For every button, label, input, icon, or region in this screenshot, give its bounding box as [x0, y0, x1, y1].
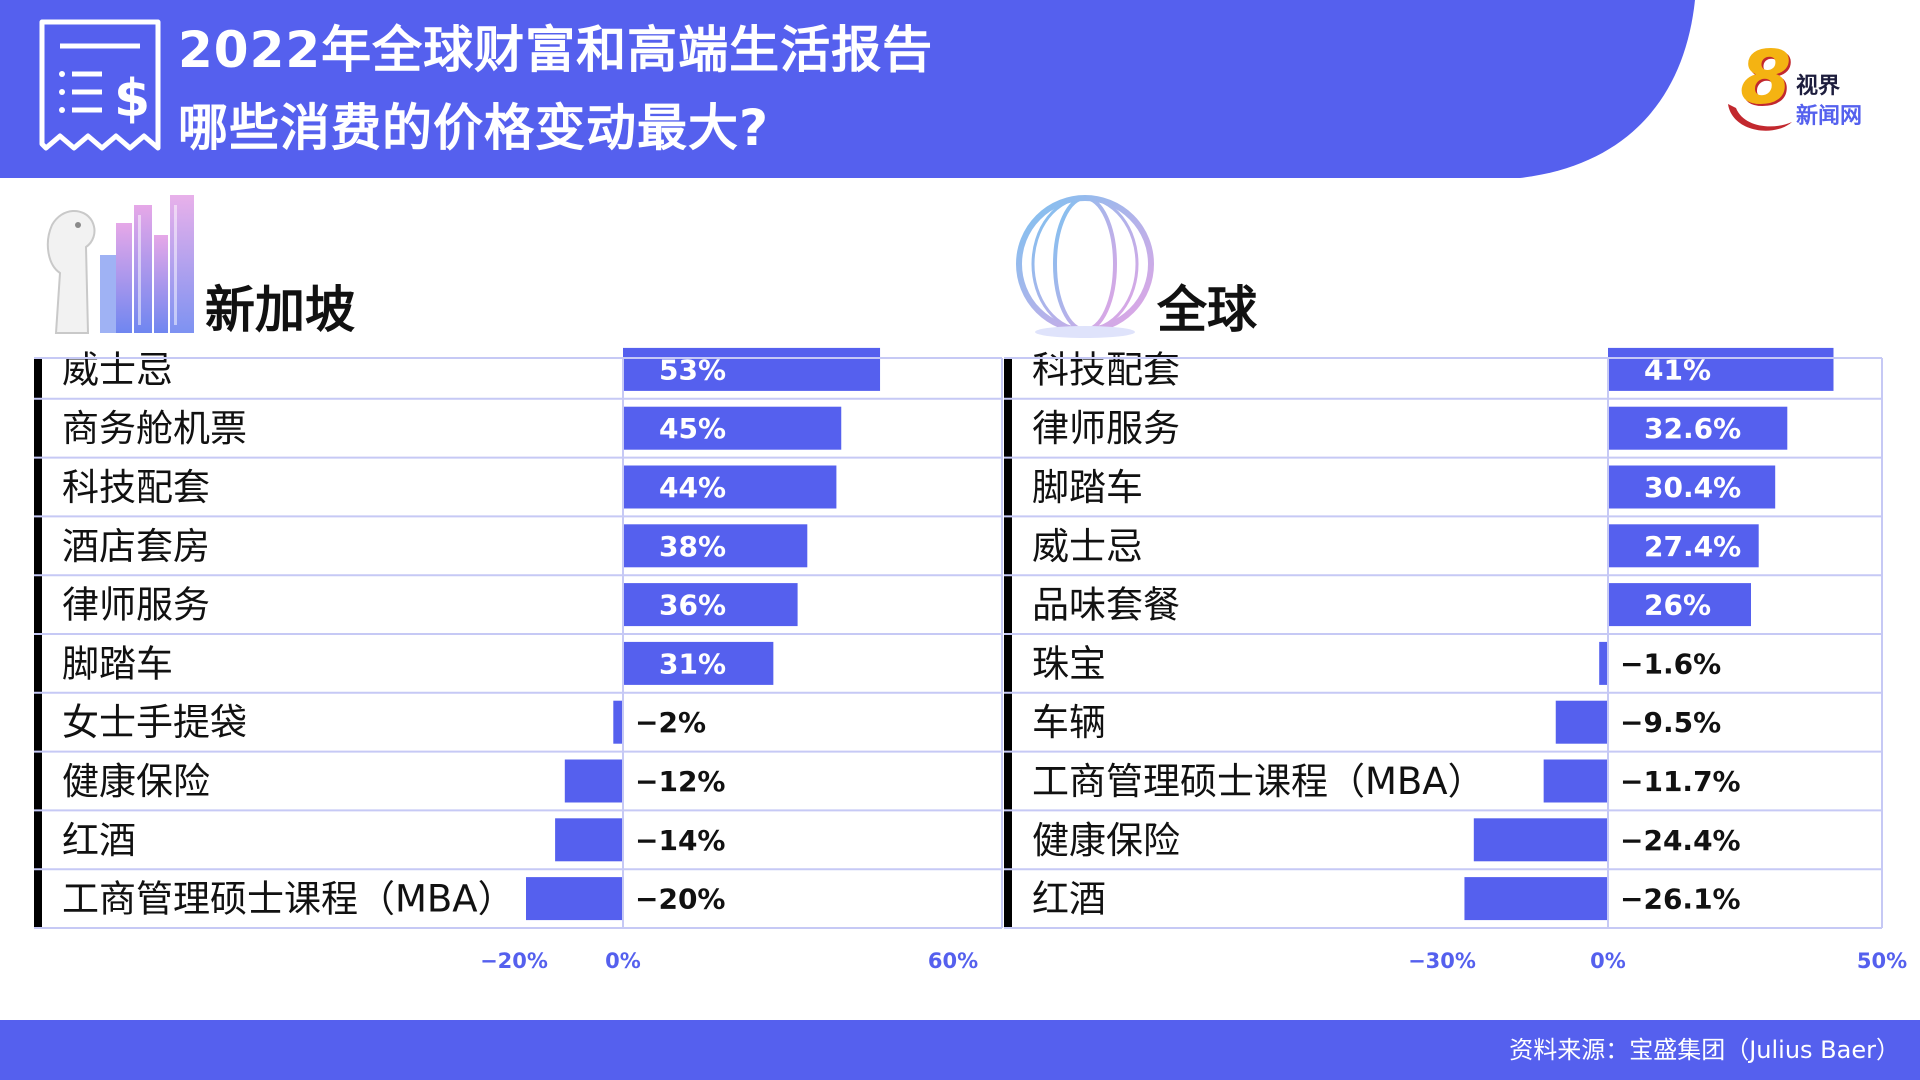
panel-title-singapore: 新加坡 [205, 281, 355, 339]
data-label: 31% [659, 647, 726, 680]
data-label: −14% [635, 824, 725, 857]
category-label: 车辆 [1032, 701, 1106, 744]
bar [1464, 877, 1608, 921]
bar [1608, 465, 1776, 509]
logo-text-bottom: 新闻网 [1796, 104, 1863, 129]
channel-8-logo: 8 视界 新闻网 [1722, 38, 1892, 142]
bar [1608, 406, 1788, 450]
bar [526, 877, 623, 921]
bar [623, 583, 798, 627]
header-background [0, 0, 1695, 178]
chart-singapore: 威士忌 53%商务舱机票 45%科技配套 44%酒店套房 38%律师服务 36%脚踏车 31… [34, 347, 1003, 973]
category-label: 律师服务 [1032, 407, 1180, 450]
bar [564, 759, 623, 803]
category-label: 工商管理硕士课程（MBA） [62, 878, 515, 921]
x-tick-label: −30% [1408, 949, 1476, 973]
data-label: 36% [659, 589, 726, 622]
logo-text-top: 视界 [1796, 74, 1841, 99]
bar [613, 700, 623, 744]
data-label: 30.4% [1644, 471, 1741, 504]
bar [1608, 524, 1759, 568]
data-label: 45% [659, 412, 726, 445]
data-label: 32.6% [1644, 412, 1741, 445]
merlion-skyline-illustration [46, 195, 194, 334]
x-tick-label: 60% [928, 949, 978, 973]
source-note: 资料来源：宝盛集团（Julius Baer） [1509, 1036, 1900, 1064]
category-label: 工商管理硕士课程（MBA） [1032, 760, 1485, 803]
data-label: 38% [659, 530, 726, 563]
category-label: 科技配套 [1032, 348, 1180, 391]
svg-text:$: $ [114, 69, 150, 129]
receipt-dollar-icon: $ [39, 19, 161, 151]
globe-illustration [1016, 195, 1154, 338]
category-label: 威士忌 [62, 348, 173, 391]
category-label: 律师服务 [62, 584, 210, 627]
category-label: 脚踏车 [62, 642, 173, 685]
bar [623, 465, 837, 509]
data-label: 27.4% [1644, 530, 1741, 563]
category-label: 珠宝 [1032, 642, 1106, 685]
data-label: 44% [659, 471, 726, 504]
x-tick-label: 0% [1590, 949, 1626, 973]
data-label: −12% [635, 765, 725, 798]
page-title: 2022年全球财富和高端生活报告 [178, 21, 934, 79]
bar [1473, 818, 1608, 862]
data-label: −26.1% [1620, 883, 1741, 916]
data-label: −9.5% [1620, 706, 1721, 739]
category-label: 红酒 [62, 819, 136, 862]
bar [623, 641, 774, 685]
category-label: 商务舱机票 [62, 407, 247, 450]
data-label: −2% [635, 706, 706, 739]
panel-title-global: 全球 [1157, 281, 1257, 339]
table-accent-stripe [34, 358, 42, 928]
footer-bar: 资料来源：宝盛集团（Julius Baer） [0, 1020, 1920, 1080]
bar [1608, 583, 1751, 627]
data-label: −24.4% [1620, 824, 1741, 857]
category-label: 脚踏车 [1032, 466, 1143, 509]
x-tick-label: 0% [605, 949, 641, 973]
bar [1555, 700, 1608, 744]
category-label: 科技配套 [62, 466, 210, 509]
category-label: 女士手提袋 [62, 701, 247, 744]
bar [623, 524, 808, 568]
bar [623, 347, 881, 391]
data-label: −11.7% [1620, 765, 1741, 798]
bar [1543, 759, 1608, 803]
data-label: −1.6% [1620, 647, 1721, 680]
header-banner: $ 2022年全球财富和高端生活报告 哪些消费的价格变动最大? 8 视界 新闻网 [0, 0, 1920, 178]
x-tick-label: 50% [1857, 949, 1907, 973]
bar [555, 818, 623, 862]
category-label: 酒店套房 [62, 525, 210, 568]
bar [1599, 641, 1608, 685]
bar [1608, 347, 1834, 391]
category-label: 健康保险 [62, 760, 210, 803]
logo-swoosh-icon [1728, 104, 1792, 131]
page-subtitle: 哪些消费的价格变动最大? [178, 99, 770, 157]
data-label: 26% [1644, 589, 1711, 622]
bar [623, 406, 842, 450]
category-label: 品味套餐 [1032, 584, 1180, 627]
category-label: 健康保险 [1032, 819, 1180, 862]
chart-global: 科技配套 41%律师服务 32.6%脚踏车 30.4%威士忌 27.4%品味套餐 26%珠… [1004, 347, 1907, 973]
x-tick-label: −20% [480, 949, 548, 973]
data-label: −20% [635, 883, 725, 916]
table-accent-stripe [1004, 358, 1012, 928]
category-label: 威士忌 [1032, 525, 1143, 568]
category-label: 红酒 [1032, 878, 1106, 921]
logo-numeral: 8 [1740, 35, 1792, 121]
